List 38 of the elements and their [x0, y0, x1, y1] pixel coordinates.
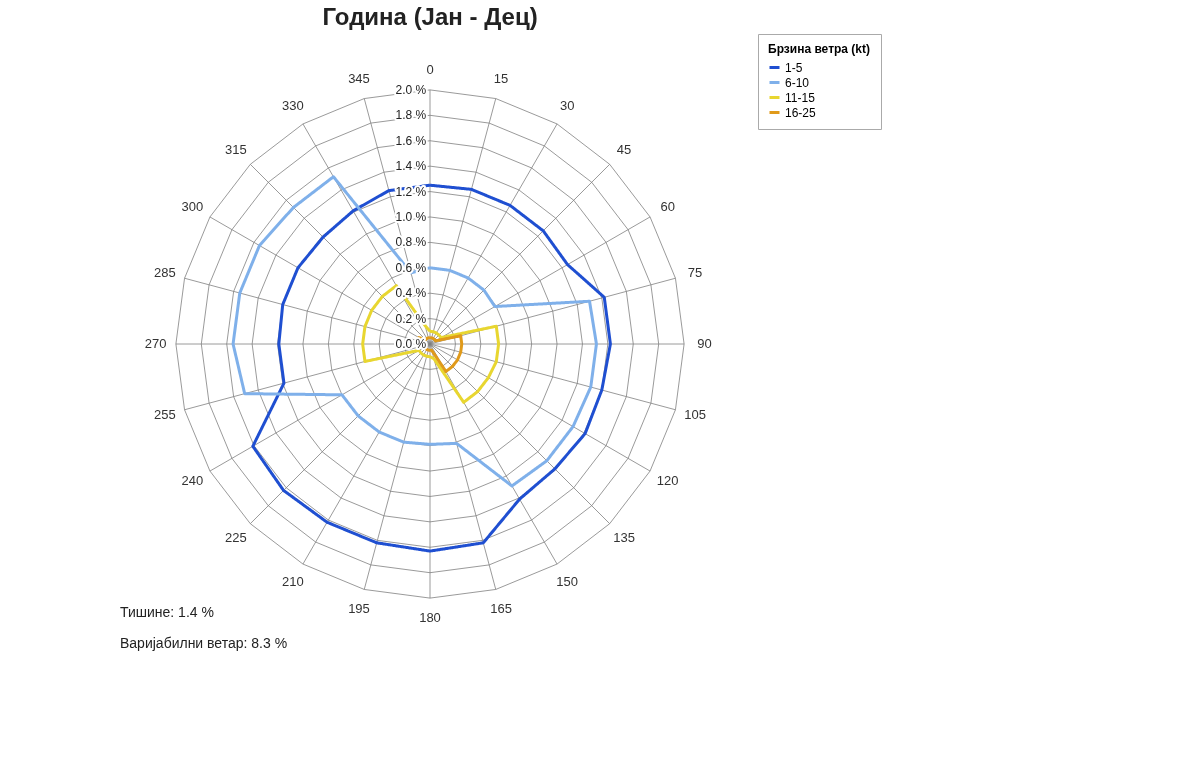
- legend-title: Брзина ветра (kt): [768, 42, 871, 56]
- spoke-label: 330: [281, 98, 304, 114]
- spoke-label: 180: [419, 610, 441, 626]
- spoke-label: 135: [613, 530, 635, 546]
- spoke-label: 225: [225, 530, 247, 546]
- legend-label: 1-5: [785, 60, 803, 75]
- spoke-label: 150: [556, 573, 579, 589]
- spoke-label: 45: [616, 141, 632, 157]
- y-tick-label: 1.0 %: [395, 209, 427, 224]
- y-tick-label: 2.0 %: [395, 82, 427, 97]
- spoke-label: 240: [181, 473, 204, 489]
- spoke-label: 255: [154, 407, 176, 423]
- spoke-label: 165: [490, 601, 512, 617]
- spoke-label: 30: [559, 98, 575, 114]
- spoke-label: 105: [684, 407, 706, 423]
- y-tick-label: 1.4 %: [395, 159, 427, 174]
- y-tick-label: 1.8 %: [395, 108, 427, 123]
- spoke-label: 120: [656, 473, 679, 489]
- spoke-label: 315: [225, 141, 247, 157]
- y-tick-label: 0.8 %: [395, 235, 427, 250]
- spoke-label: 210: [281, 573, 304, 589]
- y-tick-label: 1.6 %: [395, 133, 427, 148]
- spoke-label: 60: [660, 198, 675, 214]
- spoke-label: 15: [493, 70, 509, 86]
- legend-label: 16-25: [785, 105, 817, 120]
- text: Тишине: 1.4 %: [120, 604, 214, 621]
- spoke-label: 75: [687, 264, 703, 280]
- spoke-label: 345: [348, 70, 370, 86]
- spoke-label: 270: [144, 336, 167, 351]
- chart-title: Година (Јан - Дец): [322, 2, 538, 30]
- text: Варијабилни ветар: 8.3 %: [120, 634, 288, 651]
- spoke-label: 195: [348, 601, 370, 617]
- spoke-label: 0: [426, 61, 434, 77]
- spoke-label: 285: [154, 264, 176, 280]
- spoke-label: 300: [181, 198, 204, 214]
- legend-label: 11-15: [785, 90, 816, 105]
- legend-label: 6-10: [785, 75, 810, 90]
- spoke-label: 90: [697, 336, 712, 351]
